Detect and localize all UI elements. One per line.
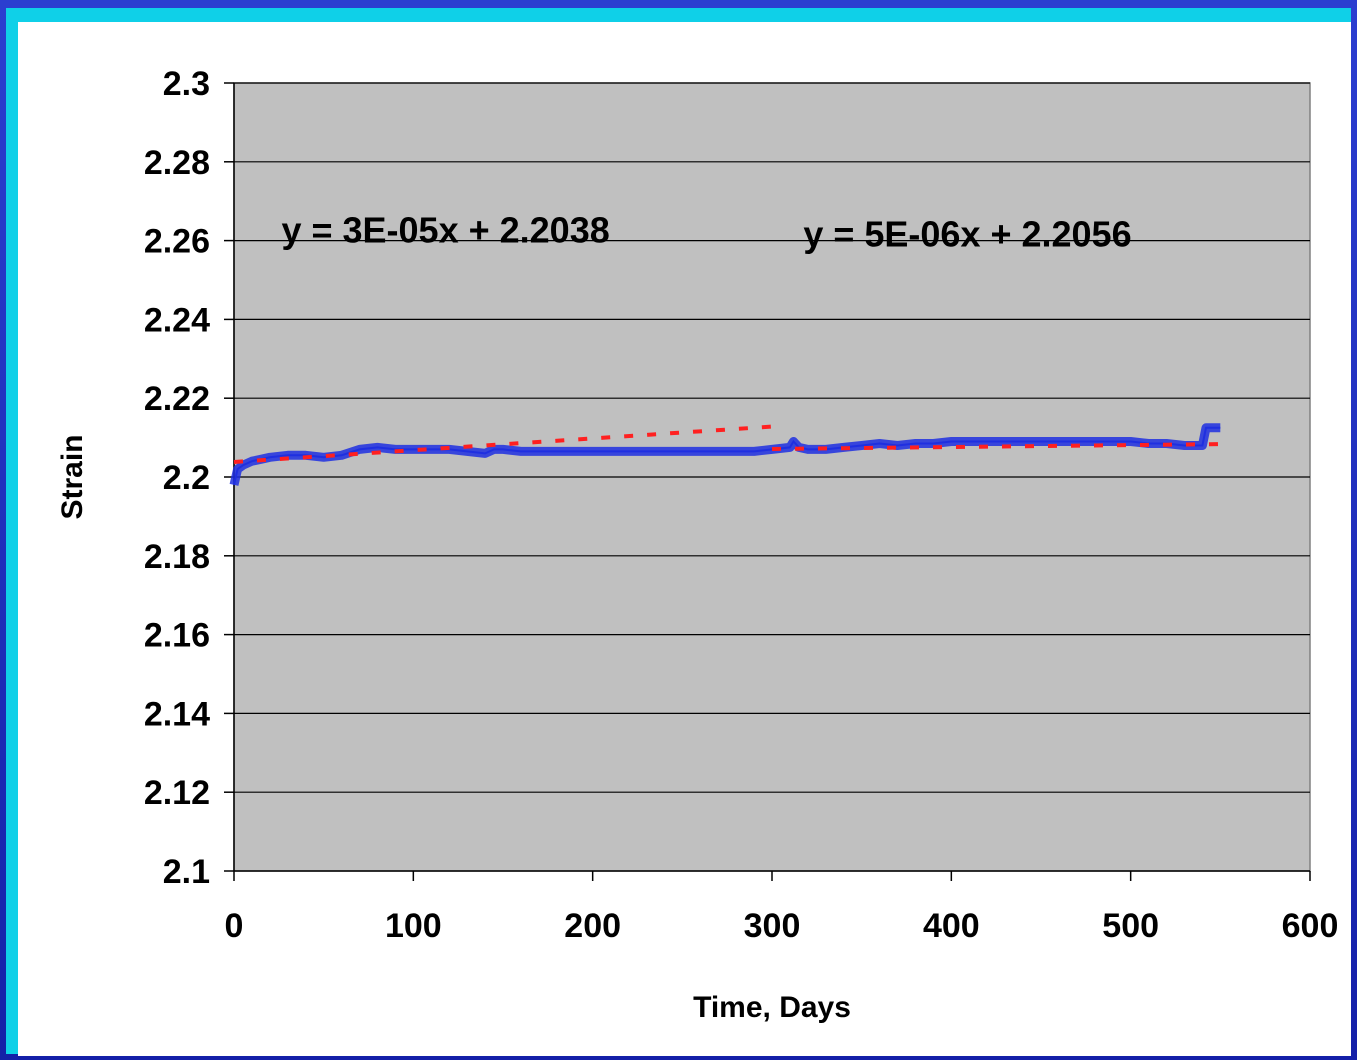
y-tick-label: 2.16 [144, 617, 210, 655]
y-tick-label: 2.2 [163, 459, 210, 497]
y-tick-label: 2.12 [144, 774, 210, 812]
y-tick-label: 2.14 [144, 695, 210, 733]
trendline-2 [771, 442, 1221, 451]
x-tick-label: 100 [385, 907, 442, 945]
y-tick-label: 2.28 [144, 144, 210, 182]
x-tick-label: 400 [923, 907, 980, 945]
trend-equation-1: y = 3E-05x + 2.2038 [281, 210, 609, 251]
gridlines [234, 82, 1310, 793]
series-layer [229, 423, 1221, 486]
y-tick-label: 2.22 [144, 380, 210, 418]
y-axis-title: Strain [56, 434, 89, 519]
y-tick-label: 2.3 [163, 65, 210, 103]
labels-layer: 2.1 2.12 2.14 2.16 2.18 2.2 2.22 2.24 2.26 2.28 2.… [144, 65, 1339, 945]
chart-area: 2.1 2.12 2.14 2.16 2.18 2.2 2.22 2.24 2.26 2.28 2.… [18, 22, 1351, 1056]
x-tick-label: 200 [564, 907, 621, 945]
x-tick-label: 500 [1102, 907, 1159, 945]
strain-time-chart: 2.1 2.12 2.14 2.16 2.18 2.2 2.22 2.24 2.26 2.28 2.… [56, 65, 1339, 1024]
x-axis-title: Time, Days [693, 991, 851, 1024]
trend-equation-2: y = 5E-06x + 2.2056 [803, 214, 1131, 255]
x-tick-label: 0 [225, 907, 244, 945]
slide-border: 2.1 2.12 2.14 2.16 2.18 2.2 2.22 2.24 2.26 2.28 2.… [6, 8, 1351, 1056]
strain-series-line [233, 426, 1221, 486]
y-tick-label: 2.18 [144, 538, 210, 576]
x-tick-label: 300 [744, 907, 801, 945]
y-tick-label: 2.1 [163, 853, 210, 891]
y-tick-label: 2.26 [144, 223, 210, 261]
x-tick-label: 600 [1282, 907, 1339, 945]
y-tick-label: 2.24 [144, 301, 210, 339]
